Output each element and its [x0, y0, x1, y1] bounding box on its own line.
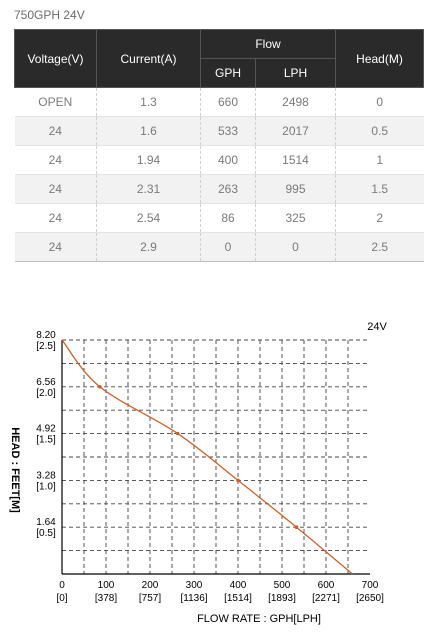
cell-gph: 0 [200, 232, 256, 262]
table-row: 24 1.6 533 2017 0.5 [14, 116, 424, 146]
cell-gph: 660 [200, 87, 256, 117]
spec-table: Voltage(V) Current(A) Flow Head(M) GPH L… [14, 29, 424, 262]
header-lph: LPH [255, 58, 336, 88]
cell-head: 2.5 [335, 232, 424, 262]
x-tick-label: 300 [186, 580, 203, 591]
cell-gph: 263 [200, 174, 256, 204]
x-tick-sublabel: [2650] [356, 593, 384, 604]
x-tick-label: 500 [274, 580, 291, 591]
cell-lph: 1514 [255, 145, 336, 175]
cell-gph: 86 [200, 203, 256, 233]
header-head: Head(M) [335, 29, 424, 88]
cell-current: 1.3 [96, 87, 201, 117]
cell-lph: 995 [255, 174, 336, 204]
x-tick-label: 700 [362, 580, 379, 591]
cell-current: 1.6 [96, 116, 201, 146]
cell-voltage: 24 [14, 232, 97, 262]
x-axis-label: FLOW RATE : GPH[LPH] [197, 613, 321, 625]
y-axis-label: HEAD : FEET[M] [9, 427, 21, 513]
x-tick-sublabel: [0] [56, 593, 67, 604]
cell-head: 1.5 [335, 174, 424, 204]
y-tick-sublabel: [2.5] [36, 341, 56, 352]
table-row: OPEN 1.3 660 2498 0 [14, 87, 424, 117]
y-tick-label: 3.28 [36, 470, 56, 481]
cell-lph: 325 [255, 203, 336, 233]
cell-head: 0.5 [335, 116, 424, 146]
series-label: 24V [367, 321, 387, 333]
chart-tick-labels: 0 [0] 100 [378] 200 [757] 300 [1136] 400 [1514] 50… [36, 330, 384, 604]
series-point [98, 385, 102, 389]
table-row: 24 1.94 400 1514 1 [14, 145, 424, 175]
y-tick-sublabel: [1.0] [36, 481, 56, 492]
y-tick-sublabel: [0.5] [36, 528, 56, 539]
cell-gph: 400 [200, 145, 256, 175]
y-tick-label: 4.92 [36, 424, 56, 435]
chart-grid [62, 339, 370, 574]
cell-current: 1.94 [96, 145, 201, 175]
x-tick-label: 100 [98, 580, 115, 591]
cell-voltage: 24 [14, 174, 97, 204]
series-point [294, 525, 299, 529]
cell-current: 2.54 [96, 203, 201, 233]
cell-voltage: 24 [14, 203, 97, 233]
series-markers [98, 385, 299, 529]
cell-head: 1 [335, 145, 424, 175]
x-tick-label: 200 [142, 580, 159, 591]
x-tick-sublabel: [757] [139, 593, 161, 604]
x-tick-label: 0 [59, 580, 65, 591]
x-tick-label: 400 [230, 580, 247, 591]
series-point [175, 431, 180, 436]
header-current: Current(A) [96, 29, 201, 88]
cell-lph: 2017 [255, 116, 336, 146]
pump-curve-chart: 0 [0] 100 [378] 200 [757] 300 [1136] 400 [1514] 50… [9, 321, 387, 625]
table-row: 24 2.9 0 0 2.5 [14, 232, 424, 262]
table-row: 24 2.31 263 995 1.5 [14, 174, 424, 204]
table-row: 24 2.54 86 325 2 [14, 203, 424, 233]
x-tick-sublabel: [2271] [312, 593, 340, 604]
cell-head: 0 [335, 87, 424, 117]
y-tick-label: 6.56 [36, 377, 56, 388]
series-point [236, 478, 240, 483]
header-voltage: Voltage(V) [14, 29, 97, 88]
cell-voltage: OPEN [14, 87, 97, 117]
cell-current: 2.9 [96, 232, 201, 262]
x-tick-label: 600 [318, 580, 335, 591]
x-tick-sublabel: [1893] [268, 593, 296, 604]
cell-gph: 533 [200, 116, 256, 146]
y-tick-sublabel: [1.5] [36, 435, 56, 446]
header-flow: Flow [200, 29, 336, 59]
cell-head: 2 [335, 203, 424, 233]
x-tick-sublabel: [378] [95, 593, 117, 604]
y-tick-sublabel: [2.0] [36, 388, 56, 399]
y-tick-label: 8.20 [36, 330, 56, 341]
x-tick-sublabel: [1136] [180, 593, 207, 604]
page-title: 750GPH 24V [14, 8, 85, 22]
x-tick-sublabel: [1514] [224, 593, 252, 604]
cell-current: 2.31 [96, 174, 201, 204]
cell-voltage: 24 [14, 116, 97, 146]
y-tick-label: 1.64 [36, 517, 56, 528]
cell-lph: 2498 [255, 87, 336, 117]
cell-voltage: 24 [14, 145, 97, 175]
cell-lph: 0 [255, 232, 336, 262]
header-gph: GPH [200, 58, 256, 88]
